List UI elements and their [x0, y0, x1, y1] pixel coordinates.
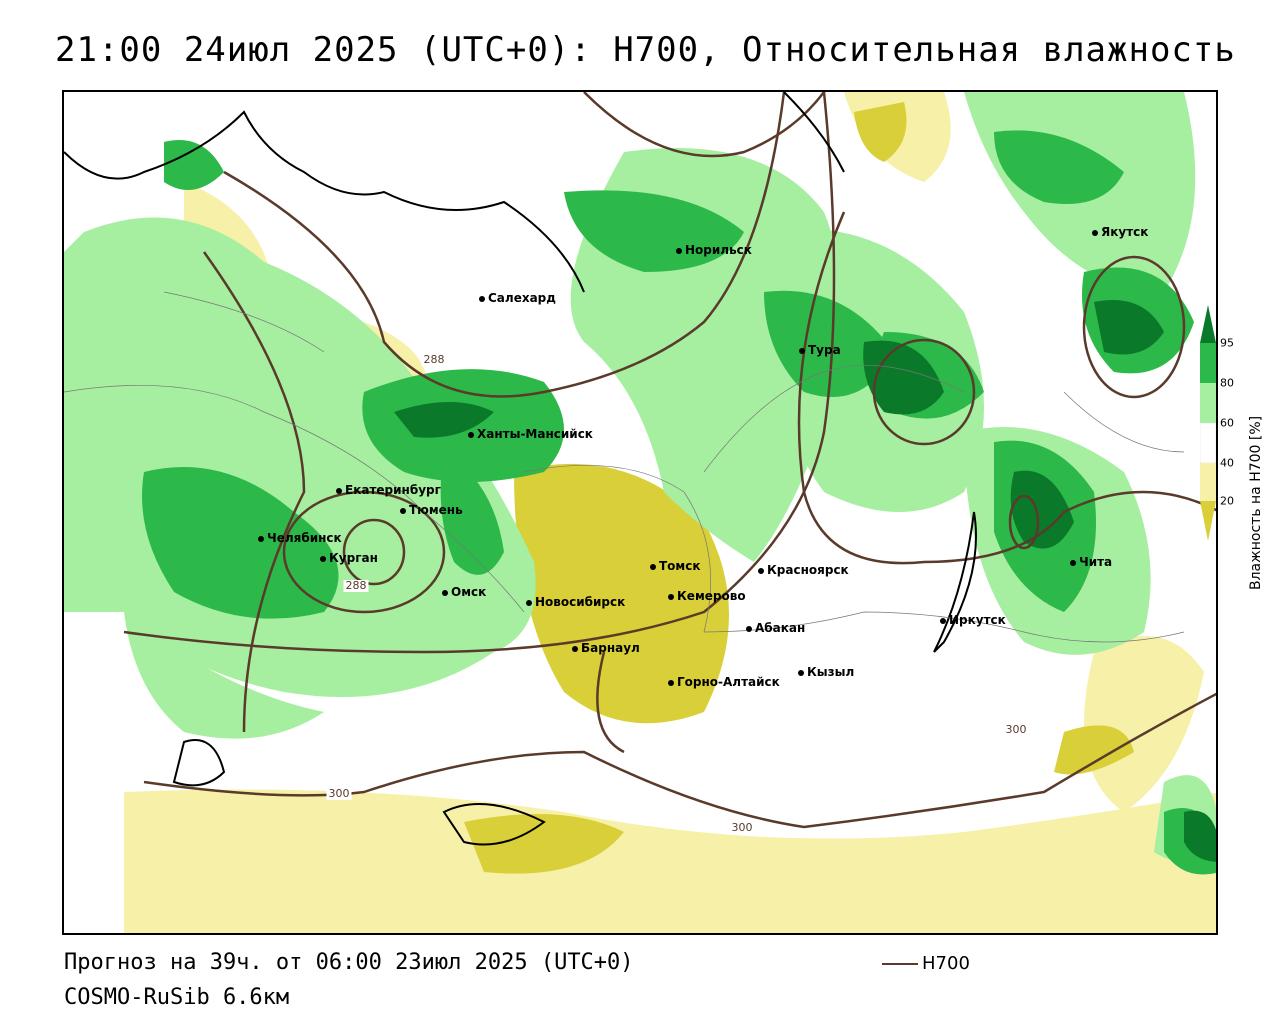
colorbar-40-segment: [1200, 422, 1216, 464]
city-novosibirsk: Новосибирск: [526, 595, 625, 609]
contour-label-288-north: 288: [421, 353, 447, 366]
map-title: 21:00 24июл 2025 (UTC+0): H700, Относите…: [55, 30, 1236, 70]
city-gorno-altaysk: Горно-Алтайск: [668, 675, 780, 689]
city-tomsk: Томск: [650, 559, 701, 573]
contour-label-300-east: 300: [1003, 723, 1029, 736]
city-chelyabinsk: Челябинск: [258, 531, 342, 545]
forecast-info: Прогноз на 39ч. от 06:00 23июл 2025 (UTC…: [64, 950, 634, 975]
contour-label-300-west: 300: [326, 787, 352, 800]
city-omsk: Омск: [442, 585, 486, 599]
city-kemerovo: Кемерово: [668, 589, 746, 603]
city-norilsk: Норильск: [676, 243, 752, 257]
city-ekaterinburg: Екатеринбург: [336, 483, 441, 497]
city-tura: Тура: [799, 343, 841, 357]
city-barnaul: Барнаул: [572, 641, 640, 655]
colorbar-20-segment: [1200, 463, 1216, 501]
model-name: COSMO-RuSib 6.6км: [64, 985, 290, 1010]
city-khanty-mansiysk: Ханты-Мансийск: [468, 427, 593, 441]
humidity-field: [64, 92, 1216, 933]
colorbar-80-segment: [1200, 343, 1216, 383]
city-kurgan: Курган: [320, 551, 378, 565]
city-irkutsk: Иркутск: [940, 613, 1006, 627]
city-yakutsk: Якутск: [1092, 225, 1148, 239]
colorbar-60-segment: [1200, 383, 1216, 423]
weather-map: 288 288 300 300 300 Якутск Норильск Сале…: [62, 90, 1218, 935]
h700-legend-line: [882, 963, 918, 965]
city-abakan: Абакан: [746, 621, 805, 635]
city-chita: Чита: [1070, 555, 1112, 569]
city-tyumen: Тюмень: [400, 503, 463, 517]
colorbar-tick-80: 80: [1220, 376, 1234, 390]
contour-label-300-center: 300: [729, 821, 755, 834]
colorbar-label: Влажность на H700 [%]: [1248, 415, 1264, 590]
colorbar-tick-20: 20: [1220, 494, 1234, 508]
humidity-colorbar: [1200, 305, 1216, 541]
city-salekhard: Салехард: [479, 291, 556, 305]
contour-label-288-south: 288: [343, 579, 369, 592]
h700-legend-label: H700: [922, 953, 970, 974]
colorbar-tick-95: 95: [1220, 336, 1234, 350]
colorbar-tick-40: 40: [1220, 456, 1234, 470]
colorbar-95-segment: [1200, 305, 1216, 343]
city-kyzyl: Кызыл: [798, 665, 854, 679]
city-krasnoyarsk: Красноярск: [758, 563, 849, 577]
colorbar-low-segment: [1200, 501, 1216, 541]
colorbar-tick-60: 60: [1220, 416, 1234, 430]
